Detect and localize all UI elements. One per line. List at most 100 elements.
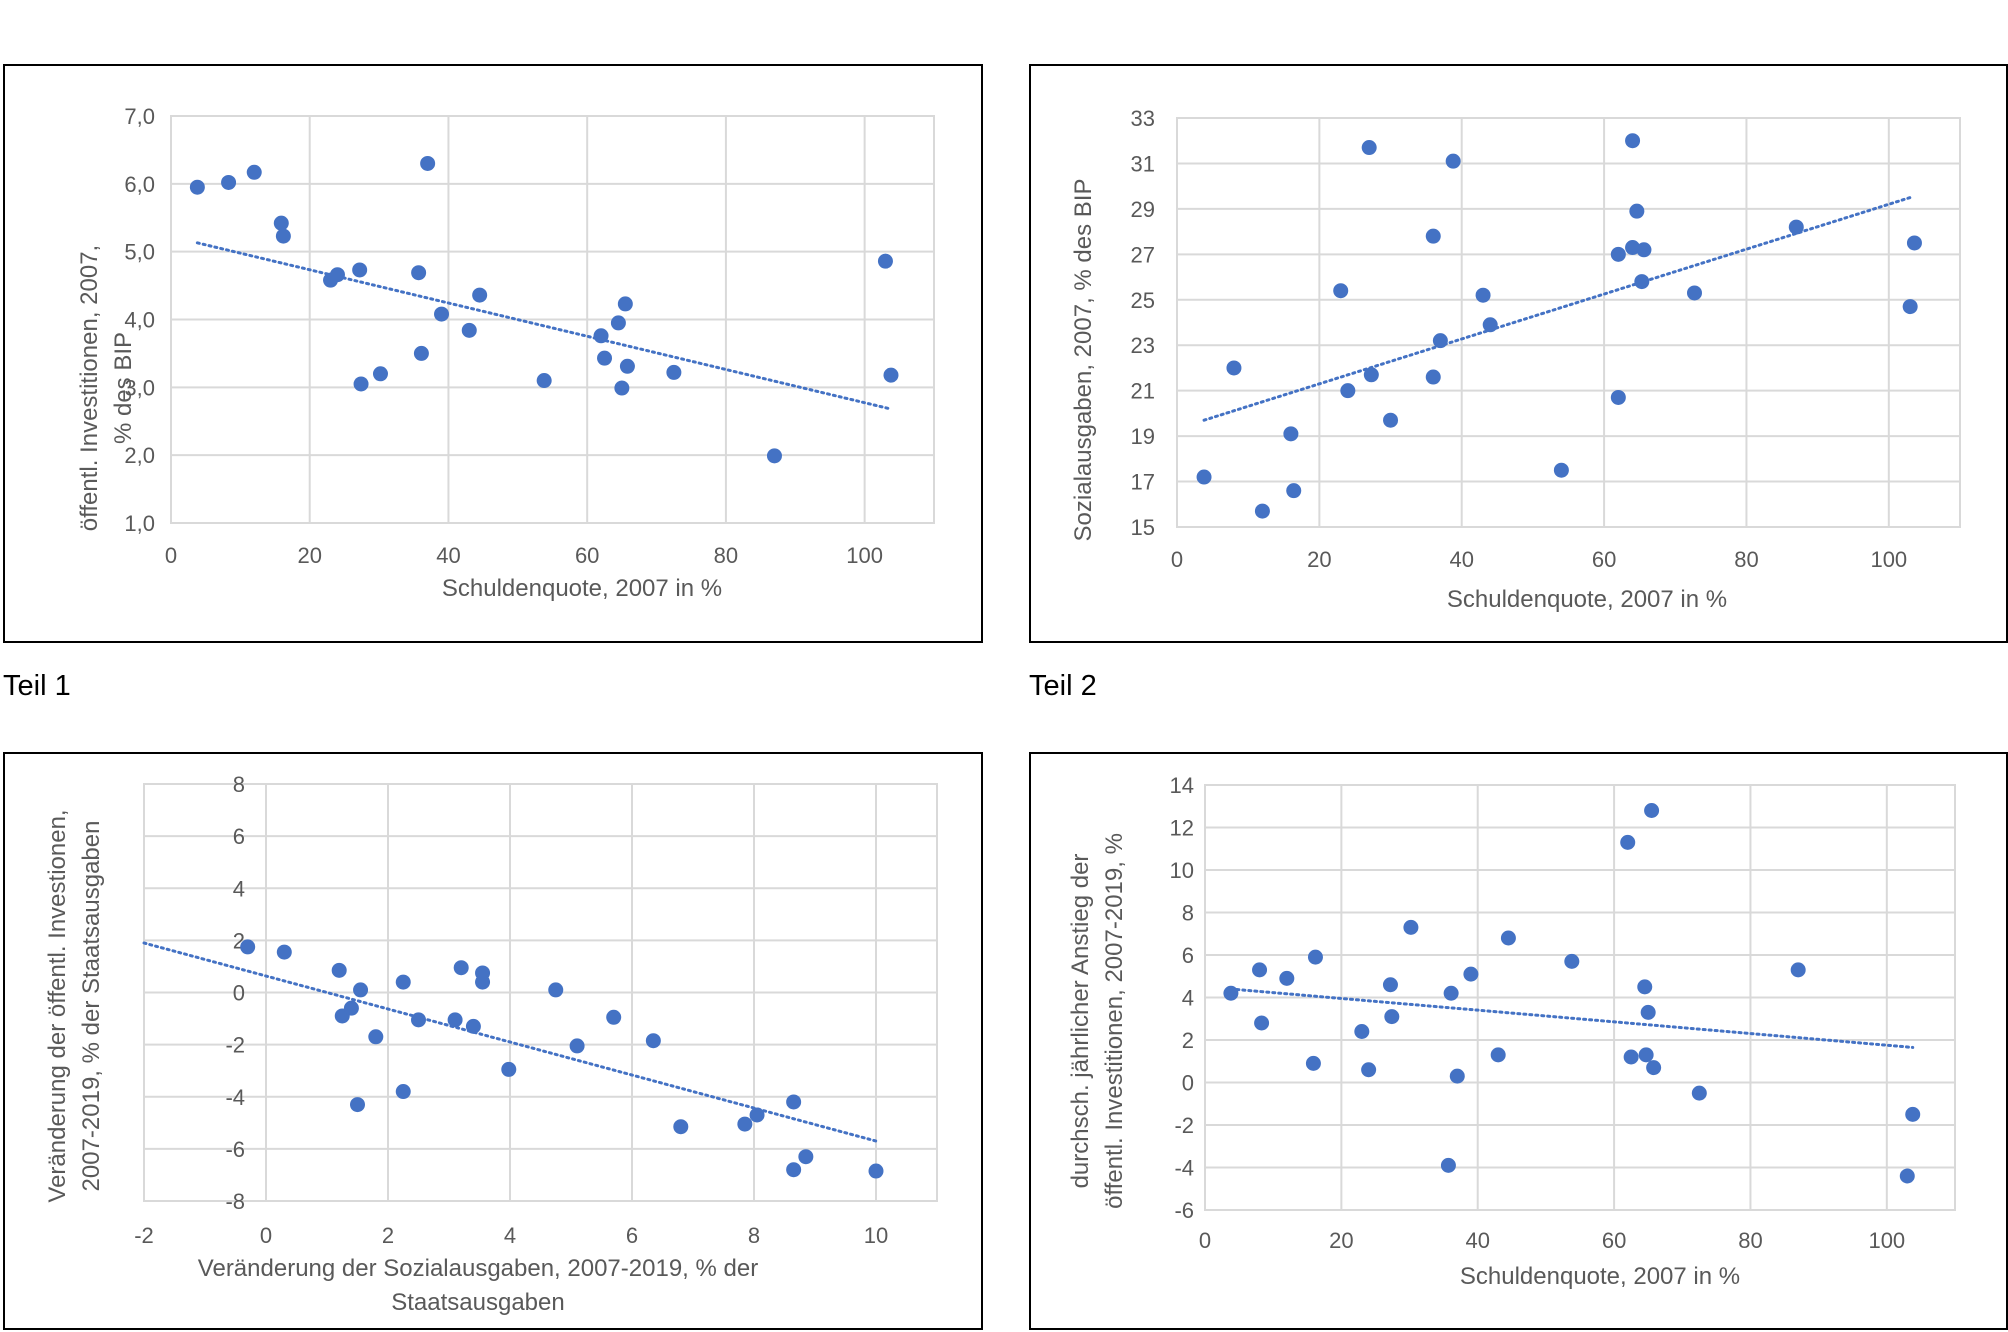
y-tick-label: 29 [1131, 197, 1155, 222]
data-point [1463, 966, 1479, 982]
data-point [1646, 1060, 1662, 1076]
data-point [569, 1038, 585, 1054]
y-tick-label: 21 [1131, 379, 1155, 404]
data-point [1196, 469, 1212, 485]
x-tick-label: 20 [1329, 1228, 1353, 1253]
x-tick-label: 6 [626, 1223, 638, 1248]
data-point [420, 155, 436, 171]
y-tick-label: 0 [233, 981, 245, 1006]
data-point [372, 366, 388, 382]
data-point [1361, 140, 1377, 156]
y-tick-label: 8 [1182, 901, 1194, 926]
y-tick-label: 2 [1182, 1028, 1194, 1053]
data-point [1440, 1157, 1456, 1173]
x-tick-label: 60 [1602, 1228, 1626, 1253]
data-point [1790, 962, 1806, 978]
y-tick-label: 6 [1182, 943, 1194, 968]
data-point [189, 179, 205, 195]
x-tick-label: 0 [260, 1223, 272, 1248]
chart-investment-vs-debt: 0 20 40 60 80 100 1,0 2,0 3,0 4,0 5,0 6,0 7,0 Schulde… [76, 104, 935, 602]
data-point [434, 306, 450, 322]
data-point [593, 328, 609, 344]
data-point [666, 364, 682, 380]
chart-panel-investment-change-vs-social-change: -2 0 2 4 6 8 10 -8 -6 -4 -2 0 2 4 6 8 Veränderung der So… [3, 752, 983, 1330]
data-point [1333, 283, 1349, 299]
x-tick-label: 40 [1449, 547, 1473, 572]
data-point [877, 253, 893, 269]
x-tick-label: -2 [134, 1223, 154, 1248]
data-point [1361, 1062, 1377, 1078]
x-tick-label: 0 [1199, 1228, 1211, 1253]
data-point [1906, 235, 1922, 251]
data-point [1634, 274, 1650, 290]
data-point [331, 962, 347, 978]
y-tick-label: 7,0 [124, 104, 155, 129]
data-point [1425, 228, 1441, 244]
data-point [1638, 1047, 1654, 1063]
data-point [1425, 369, 1441, 385]
data-point [221, 174, 237, 190]
x-tick-label: 80 [1734, 547, 1758, 572]
y-tick-label: 0 [1182, 1071, 1194, 1096]
data-point [395, 1084, 411, 1100]
data-point [1482, 317, 1498, 333]
x-tick-label: 80 [714, 543, 738, 568]
data-point [465, 1018, 481, 1034]
data-point [1610, 246, 1626, 262]
x-tick-label: 4 [504, 1223, 516, 1248]
data-point [472, 287, 488, 303]
data-point [1564, 953, 1580, 969]
data-point [614, 380, 630, 396]
y-tick-label: 15 [1131, 515, 1155, 540]
data-point [1691, 1085, 1707, 1101]
data-point [1384, 1009, 1400, 1025]
data-point [1644, 803, 1660, 818]
y-tick-label: -2 [225, 1033, 245, 1058]
y-tick-label: 10 [1170, 858, 1194, 883]
data-point [645, 1033, 661, 1049]
y-tick-label: 8 [233, 772, 245, 797]
data-point [536, 373, 552, 389]
y-tick-label: 27 [1131, 242, 1155, 267]
data-point [1252, 962, 1268, 978]
data-point [1286, 483, 1302, 499]
data-point [1443, 985, 1459, 1001]
x-tick-label: 40 [1465, 1228, 1489, 1253]
data-point [766, 448, 782, 464]
x-tick-label: 100 [1868, 1228, 1905, 1253]
data-point [353, 376, 369, 392]
data-point [1445, 153, 1461, 169]
data-point [1383, 412, 1399, 428]
y-axis-title: Veränderung der öffentl. Investionen, [44, 809, 71, 1202]
y-tick-label: 4 [1182, 986, 1194, 1011]
x-tick-label: 0 [1171, 547, 1183, 572]
data-point [1254, 1015, 1270, 1031]
trend-line [142, 941, 878, 1143]
x-tick-label: 10 [864, 1223, 888, 1248]
chart-investment-growth-vs-debt: 0 20 40 60 80 100 -6 -4 -2 0 2 4 6 8 10 12 14 Schuldenquo… [1067, 773, 1956, 1290]
chart-social-vs-debt: 0 20 40 60 80 100 15 17 19 21 23 25 27 29 31 33 Schulden… [1070, 106, 1961, 613]
y-tick-label: 33 [1131, 106, 1155, 131]
data-point [246, 164, 262, 180]
x-tick-label: 0 [165, 543, 177, 568]
y-tick-label: 3,0 [124, 375, 155, 400]
y-tick-label: 31 [1131, 151, 1155, 176]
y-tick-label: 6 [233, 824, 245, 849]
y-tick-label: 14 [1170, 773, 1194, 798]
data-point [352, 262, 368, 278]
data-point [447, 1012, 463, 1028]
data-point [786, 1162, 802, 1178]
y-tick-label: 12 [1170, 816, 1194, 841]
data-point [749, 1107, 765, 1123]
plot-area [1176, 117, 1961, 528]
data-point [1254, 503, 1270, 519]
data-point [1283, 426, 1299, 442]
x-tick-label: 100 [1870, 547, 1907, 572]
trend-line [1202, 196, 1912, 422]
x-tick-label: 8 [748, 1223, 760, 1248]
data-point [1279, 970, 1295, 986]
data-point [1226, 360, 1242, 376]
data-point [411, 1012, 426, 1028]
data-point [1223, 985, 1239, 1001]
